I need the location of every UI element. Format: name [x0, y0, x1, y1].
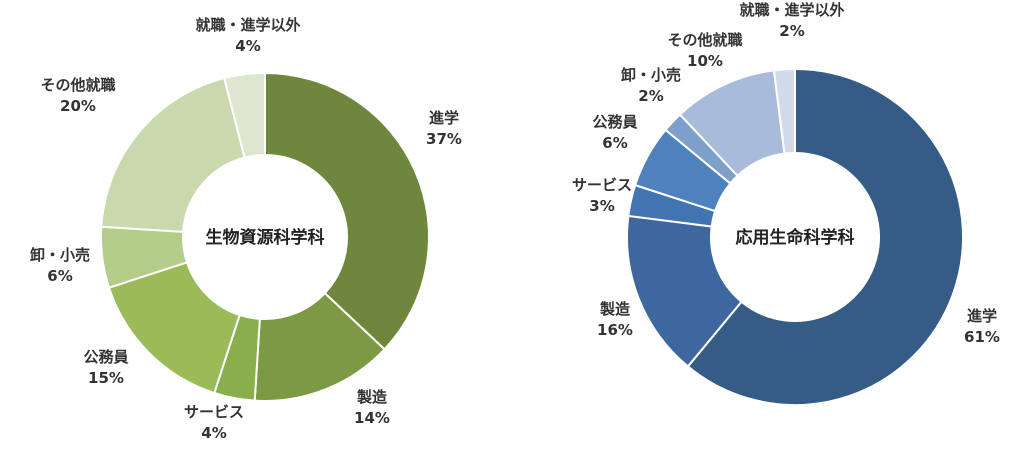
- slice-value-label: 4%: [201, 424, 226, 442]
- donut-slice-7: [222, 71, 266, 159]
- slice-category-label: サービス: [572, 176, 632, 194]
- slice-category-label: 進学: [967, 307, 997, 325]
- slice-value-label: 61%: [964, 328, 1000, 346]
- slice-category-label: 就職・進学以外: [195, 16, 300, 34]
- slice-value-label: 15%: [88, 369, 124, 387]
- slice-category-label: その他就職: [667, 31, 742, 49]
- slice-value-label: 4%: [235, 37, 260, 55]
- donut-chart-2: 進学 61% 製造 16% サービス 3% 公務員 6% 卸・小売 2% その他就職 10% 就職・進学…: [572, 1, 1000, 406]
- donut-center-title: 生物資源科学科: [206, 227, 325, 248]
- slice-category-label: 就職・進学以外: [739, 1, 844, 19]
- slice-value-label: 14%: [354, 409, 390, 427]
- donut-slice-6: [100, 76, 246, 233]
- slice-category-label: 製造: [356, 388, 387, 406]
- slice-value-label: 10%: [687, 52, 723, 70]
- donut-slice-7: [772, 67, 796, 155]
- slice-value-label: 6%: [602, 134, 627, 152]
- slice-category-label: 卸・小売: [30, 246, 90, 264]
- donut-chart-1: 進学 37% 製造 14% サービス 4% 公務員 15% 卸・小売 6% その他就職 20% 就職・進…: [30, 16, 462, 442]
- slice-category-label: 公務員: [592, 113, 637, 131]
- slice-category-label: その他就職: [40, 76, 115, 94]
- slice-value-label: 16%: [597, 321, 633, 339]
- donut-slice-1: [686, 67, 964, 406]
- donut-center-title: 応用生命科学科: [736, 227, 855, 248]
- slice-category-label: 卸・小売: [621, 66, 681, 84]
- slice-value-label: 2%: [638, 87, 663, 105]
- slice-value-label: 2%: [779, 22, 804, 40]
- slice-category-label: 公務員: [83, 348, 128, 366]
- slice-category-label: 進学: [429, 109, 459, 127]
- slice-value-label: 3%: [589, 197, 614, 215]
- slice-value-label: 20%: [60, 97, 96, 115]
- slice-value-label: 37%: [426, 130, 462, 148]
- slice-category-label: サービス: [184, 403, 244, 421]
- donut-slice-1: [264, 71, 430, 351]
- slice-value-label: 6%: [47, 267, 72, 285]
- slice-category-label: 製造: [599, 300, 630, 318]
